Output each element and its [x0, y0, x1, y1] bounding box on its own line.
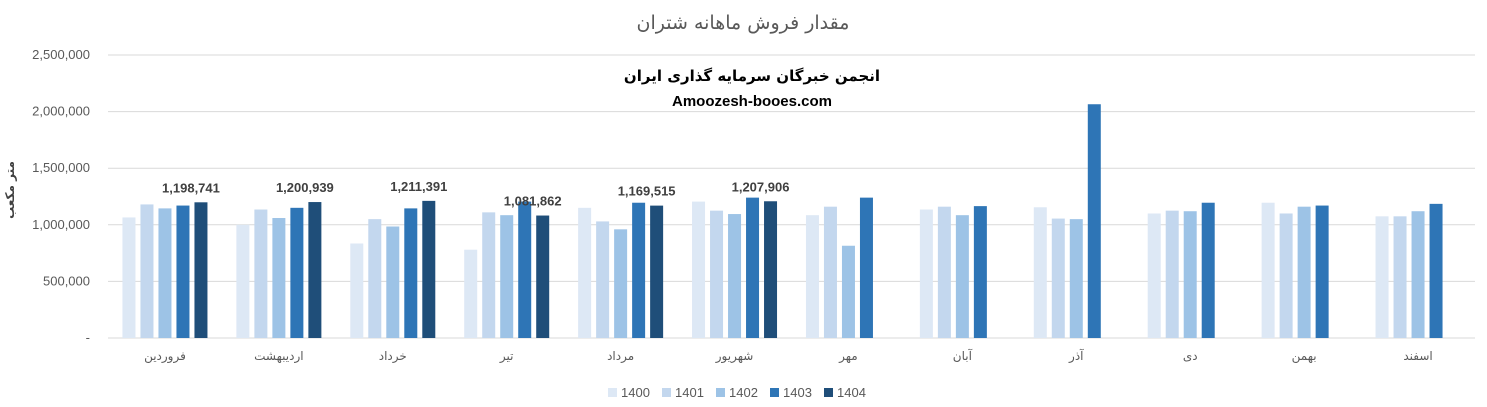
bar-1403 [859, 197, 873, 338]
bar-1404 [422, 200, 436, 338]
bar-1401 [368, 219, 382, 338]
bar-1401 [1279, 213, 1293, 338]
bar-1400 [919, 209, 933, 338]
bar-1400 [122, 217, 136, 338]
x-category-label: خرداد [379, 349, 407, 364]
bar-1402 [272, 218, 286, 338]
bar-1401 [1165, 210, 1179, 338]
bar-1404 [308, 202, 322, 338]
bar-1403 [404, 208, 418, 338]
x-category-label: مهر [838, 349, 858, 364]
x-category-label: تیر [499, 349, 514, 364]
x-category-label: بهمن [1292, 349, 1317, 364]
bar-1402 [386, 226, 400, 338]
legend-label: 1401 [675, 385, 704, 400]
bar-1402 [955, 215, 969, 338]
y-tick-label: 1,500,000 [32, 160, 90, 175]
x-category-label: آبان [953, 348, 973, 363]
bar-1402 [614, 229, 628, 338]
bar-1400 [1375, 216, 1389, 338]
bar-1400 [236, 224, 250, 338]
bar-1401 [1393, 216, 1407, 338]
bar-1400 [1261, 202, 1275, 338]
watermark-line-2: Amoozesh-booes.com [672, 93, 832, 110]
x-category-label: فروردین [144, 349, 186, 364]
bar-1403 [632, 202, 646, 338]
bar-1400 [1147, 213, 1161, 338]
legend-label: 1402 [729, 385, 758, 400]
bar-1401 [1051, 218, 1065, 338]
bar-1400 [578, 207, 592, 338]
bar-1400 [805, 215, 819, 338]
bar-1404 [650, 205, 664, 338]
bar-1401 [140, 204, 154, 338]
bar-1401 [710, 210, 724, 338]
bar-1403 [518, 201, 532, 338]
y-tick-label: 2,500,000 [32, 47, 90, 62]
x-category-label: مرداد [607, 349, 634, 364]
bar-1401 [823, 206, 837, 338]
y-tick-label: 1,000,000 [32, 217, 90, 232]
data-label: 1,169,515 [618, 184, 676, 199]
x-category-label: آذر [1068, 348, 1084, 364]
chart-title: مقدار فروش ماهانه شتران [637, 12, 850, 34]
bar-1403 [290, 207, 304, 338]
data-label: 1,200,939 [276, 180, 334, 195]
bar-1404 [194, 202, 208, 338]
bar-1401 [937, 206, 951, 338]
data-label: 1,081,862 [504, 194, 562, 209]
bar-1404 [536, 215, 550, 338]
bar-1403 [1087, 104, 1101, 338]
bar-1400 [692, 201, 706, 338]
legend-swatch-1400 [608, 388, 617, 397]
bar-1403 [176, 205, 190, 338]
bar-1402 [158, 208, 172, 338]
bar-1402 [1297, 206, 1311, 338]
x-category-label: دی [1183, 349, 1198, 363]
legend-label: 1400 [621, 385, 650, 400]
x-category-label: اسفند [1403, 349, 1432, 363]
bar-1402 [1183, 211, 1197, 338]
bar-1404 [764, 201, 778, 338]
bar-1401 [596, 221, 610, 338]
bar-1403 [973, 206, 987, 338]
bar-1403 [746, 197, 760, 338]
legend-label: 1403 [783, 385, 812, 400]
watermark-line-1: انجمن خبرگان سرمایه گذاری ایران [624, 67, 880, 85]
x-category-label: شهریور [715, 349, 754, 364]
y-tick-label: 2,000,000 [32, 104, 90, 119]
y-axis-label: متر مکعب [3, 161, 17, 219]
data-label: 1,198,741 [162, 180, 220, 195]
legend-label: 1404 [837, 385, 866, 400]
bar-1403 [1429, 203, 1443, 338]
data-label: 1,207,906 [732, 179, 790, 194]
bar-1400 [350, 243, 364, 338]
bar-1403 [1201, 202, 1215, 338]
legend-swatch-1403 [770, 388, 779, 397]
bar-1402 [728, 214, 742, 338]
bar-1401 [482, 212, 496, 338]
y-tick-label: 500,000 [43, 273, 90, 288]
data-label: 1,211,391 [390, 179, 447, 194]
bar-1402 [1411, 211, 1425, 338]
legend-swatch-1402 [716, 388, 725, 397]
y-tick-label: - [86, 330, 90, 345]
bar-1402 [841, 245, 855, 338]
x-category-label: اردیبهشت [254, 349, 303, 364]
bar-1402 [1069, 219, 1083, 338]
bar-1403 [1315, 205, 1329, 338]
legend-swatch-1401 [662, 388, 671, 397]
bar-1400 [464, 249, 478, 338]
legend-swatch-1404 [824, 388, 833, 397]
bar-1400 [1033, 207, 1047, 338]
bar-1402 [500, 215, 514, 338]
bar-1401 [254, 209, 268, 338]
